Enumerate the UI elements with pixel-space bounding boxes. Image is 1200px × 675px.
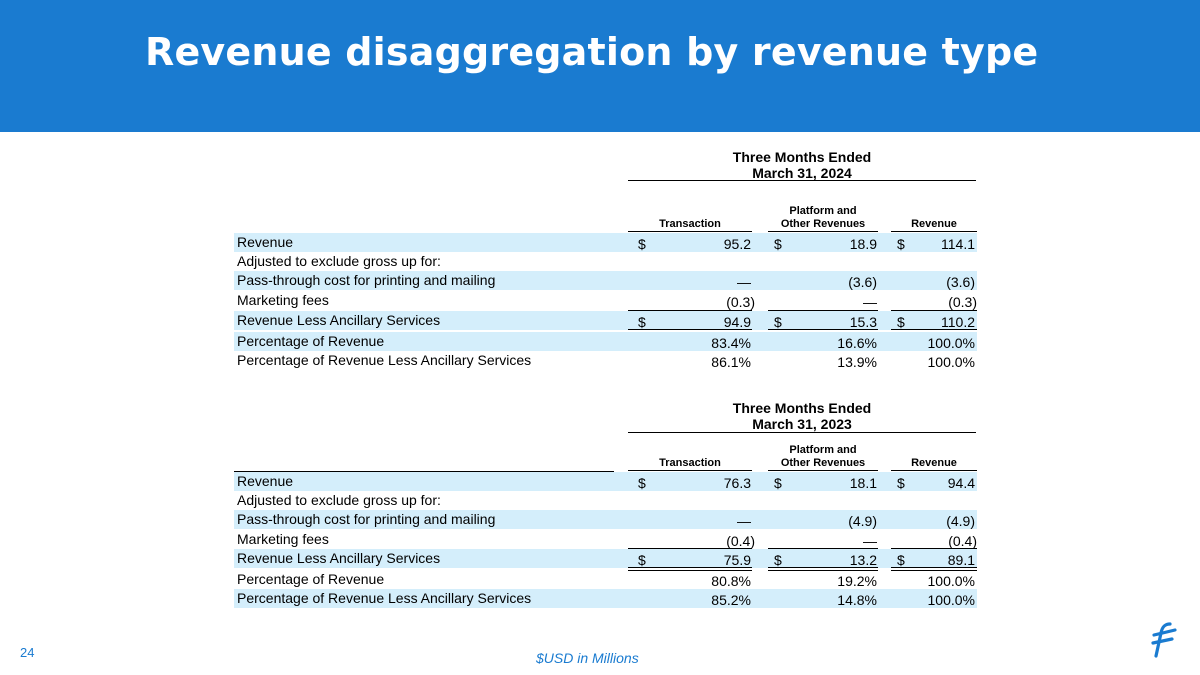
currency-footnote: $USD in Millions bbox=[536, 650, 639, 666]
subtotal-rule bbox=[891, 548, 977, 549]
table-row: Pass-through cost for printing and maili… bbox=[234, 510, 977, 529]
period-line1: Three Months Ended bbox=[732, 149, 872, 165]
col-header-revenue: Revenue bbox=[891, 457, 977, 471]
table-row: Pass-through cost for printing and maili… bbox=[234, 271, 977, 290]
table-row: Adjusted to exclude gross up for: bbox=[237, 253, 441, 269]
subtotal-rule bbox=[891, 310, 977, 311]
table-row: Percentage of Revenue 83.4% 16.6% 100.0% bbox=[234, 332, 977, 351]
page-title: Revenue disaggregation by revenue type bbox=[145, 30, 1039, 74]
period-divider bbox=[628, 180, 976, 181]
total-double-rule bbox=[628, 567, 752, 571]
subtotal-rule bbox=[628, 548, 752, 549]
table-row: Adjusted to exclude gross up for: bbox=[237, 492, 441, 508]
subtotal-rule bbox=[768, 310, 878, 311]
page-number: 24 bbox=[20, 645, 35, 660]
period-divider bbox=[628, 432, 976, 433]
subtotal-rule bbox=[628, 310, 752, 311]
table-row: Percentage of Revenue Less Ancillary Ser… bbox=[234, 589, 977, 608]
col-header-revenue: Revenue bbox=[891, 218, 977, 232]
period-line2: March 31, 2023 bbox=[752, 416, 852, 432]
period-line1: Three Months Ended bbox=[732, 400, 872, 416]
table-row: Marketing fees (0.4) — (0.4) bbox=[237, 531, 977, 549]
total-double-rule bbox=[891, 567, 977, 571]
period-line2: March 31, 2024 bbox=[752, 165, 852, 181]
subtotal-rule bbox=[768, 548, 878, 549]
total-double-rule bbox=[768, 567, 878, 571]
table-row: Revenue $ 95.2 $ 18.9 $ 114.1 bbox=[234, 233, 977, 252]
table-row: Marketing fees (0.3) — (0.3) bbox=[237, 292, 977, 310]
col-header-platform: Platform and Other Revenues bbox=[768, 444, 878, 471]
label-column-rule bbox=[234, 471, 614, 472]
table-row: Percentage of Revenue Less Ancillary Ser… bbox=[237, 352, 975, 370]
table-row: Revenue Less Ancillary Services $ 94.9 $… bbox=[234, 311, 977, 330]
table-row: Percentage of Revenue 80.8% 19.2% 100.0% bbox=[237, 571, 975, 589]
col-header-platform: Platform and Other Revenues bbox=[768, 205, 878, 232]
title-banner: Revenue disaggregation by revenue type bbox=[0, 0, 1200, 132]
table-row: Revenue $ 76.3 $ 18.1 $ 94.4 bbox=[234, 472, 977, 491]
col-header-transaction: Transaction bbox=[628, 218, 752, 232]
col-header-transaction: Transaction bbox=[628, 457, 752, 471]
company-logo-icon bbox=[1151, 622, 1177, 658]
table-row: Revenue Less Ancillary Services $ 75.9 $… bbox=[234, 549, 977, 568]
